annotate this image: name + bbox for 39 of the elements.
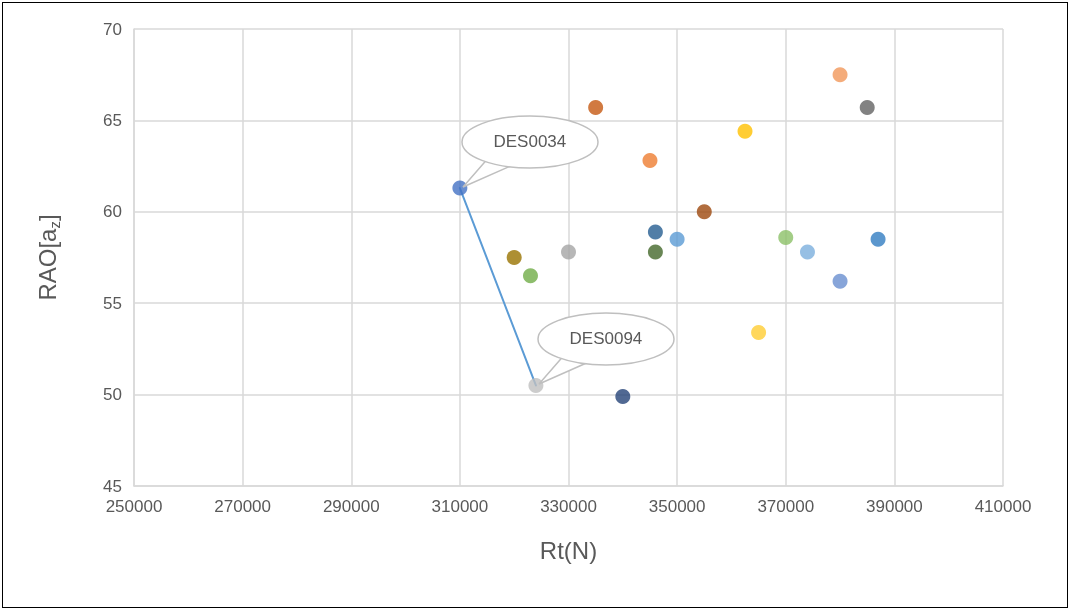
point <box>506 250 522 265</box>
x-tick-label: 330000 <box>540 497 597 516</box>
point <box>647 224 663 240</box>
y-tick-label: 70 <box>103 19 122 39</box>
point <box>647 244 663 260</box>
point <box>528 377 544 393</box>
point <box>751 324 767 340</box>
x-tick-label: 270000 <box>214 497 271 516</box>
point <box>737 123 753 139</box>
point <box>778 229 794 245</box>
point <box>523 268 538 284</box>
x-tick-label: 410000 <box>974 497 1032 516</box>
y-tick-label: 65 <box>103 110 122 130</box>
annotation: DES0034 <box>493 132 567 153</box>
x-axis-title: Rt(N) <box>539 536 598 564</box>
y-tick-label: 50 <box>103 385 122 405</box>
y-axis-title: RAO[az] <box>34 214 63 301</box>
point <box>832 273 848 289</box>
point <box>669 231 685 247</box>
point <box>799 244 815 260</box>
point <box>696 204 712 220</box>
point <box>832 67 848 83</box>
x-tick-label: 310000 <box>431 497 489 516</box>
y-tick-label: 55 <box>103 293 122 313</box>
point <box>615 388 631 404</box>
x-tick-label: 350000 <box>648 497 706 516</box>
y-tick-label: 60 <box>103 202 122 222</box>
annotation: DES0094 <box>569 329 643 350</box>
point <box>859 100 875 116</box>
x-tick-label: 290000 <box>322 497 380 516</box>
point <box>642 153 658 169</box>
point <box>870 231 886 247</box>
point <box>452 180 468 196</box>
y-tick-label: 45 <box>103 476 122 496</box>
x-tick-label: 390000 <box>866 497 923 516</box>
point <box>588 100 604 116</box>
x-tick-label: 250000 <box>105 497 163 516</box>
point <box>561 244 576 260</box>
x-tick-label: 370000 <box>757 497 815 516</box>
